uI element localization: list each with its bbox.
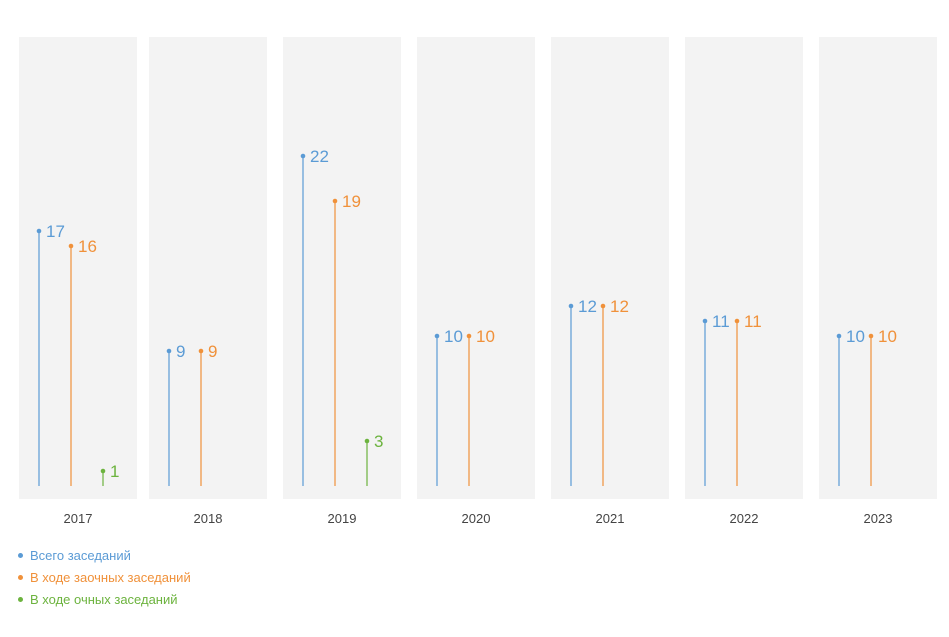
x-tick-label-2021: 2021 [596,511,625,526]
panel-2023 [819,37,937,499]
lollipop-chart: 2017 17 16 1 2018 9 9 2019 22 19 3 2020 10 10 2021 12 12… [19,37,937,526]
legend-label-in-person: В ходе очных заседаний [30,591,178,607]
dot-1-2023 [868,333,874,339]
dot-2-2019 [364,438,370,444]
data-label-0-2018: 9 [176,342,185,361]
data-label-1-2020: 10 [476,327,495,346]
panel-2021 [551,37,669,499]
panel-2018 [149,37,267,499]
legend-dot-in-person [18,596,23,602]
data-label-1-2023: 10 [878,327,897,346]
dot-1-2022 [734,318,740,324]
data-label-0-2017: 17 [46,222,65,241]
dot-0-2023 [836,333,842,339]
x-tick-label-2018: 2018 [194,511,223,526]
legend-label-total: Всего заседаний [30,547,131,563]
legend-item-total: Всего заседаний [18,544,191,566]
x-tick-label-2020: 2020 [462,511,491,526]
legend-dot-absentee [18,574,23,580]
dot-0-2017 [36,228,42,234]
panel-2017 [19,37,137,499]
data-label-0-2019: 22 [310,147,329,166]
data-label-2-2017: 1 [110,462,119,481]
dot-1-2021 [600,303,606,309]
data-label-1-2019: 19 [342,192,361,211]
legend-label-absentee: В ходе заочных заседаний [30,569,191,585]
dot-0-2018 [166,348,172,354]
x-tick-label-2019: 2019 [328,511,357,526]
x-tick-label-2023: 2023 [864,511,893,526]
data-label-0-2022: 11 [712,312,730,331]
x-tick-label-2022: 2022 [730,511,759,526]
dot-1-2019 [332,198,338,204]
dot-0-2021 [568,303,574,309]
legend-dot-total [18,552,23,558]
dot-1-2020 [466,333,472,339]
dot-1-2017 [68,243,74,249]
data-label-1-2021: 12 [610,297,629,316]
dot-0-2022 [702,318,708,324]
dot-1-2018 [198,348,204,354]
data-label-1-2017: 16 [78,237,97,256]
dot-0-2019 [300,153,306,159]
dot-0-2020 [434,333,440,339]
panel-2020 [417,37,535,499]
data-label-1-2022: 11 [744,312,762,331]
panel-2019 [283,37,401,499]
data-label-0-2023: 10 [846,327,865,346]
legend: Всего заседаний В ходе заочных заседаний… [18,544,191,610]
legend-item-absentee: В ходе заочных заседаний [18,566,191,588]
data-label-1-2018: 9 [208,342,217,361]
panel-2022 [685,37,803,499]
dot-2-2017 [100,468,106,474]
data-label-2-2019: 3 [374,432,383,451]
data-label-0-2020: 10 [444,327,463,346]
x-tick-label-2017: 2017 [64,511,93,526]
legend-item-in-person: В ходе очных заседаний [18,588,191,610]
data-label-0-2021: 12 [578,297,597,316]
